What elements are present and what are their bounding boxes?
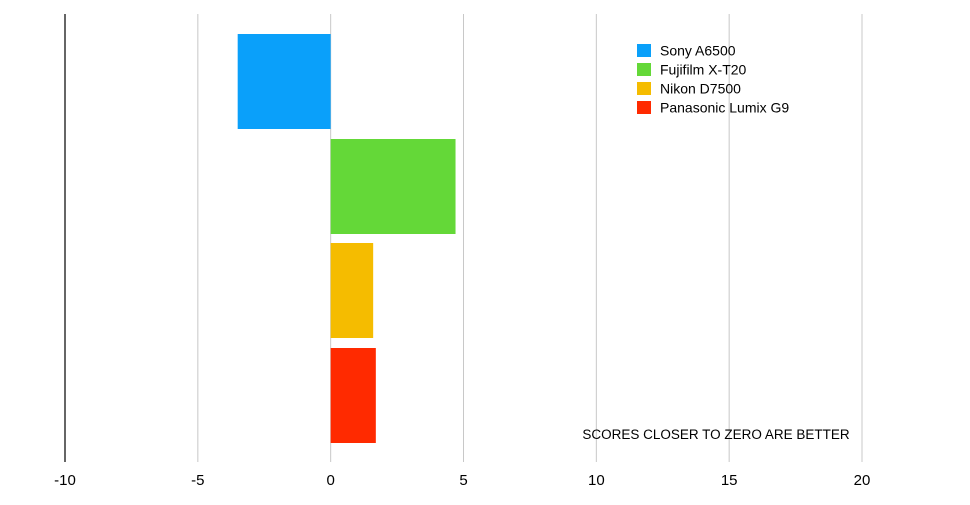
legend-swatch	[637, 101, 651, 114]
legend-label: Fujifilm X-T20	[660, 62, 747, 78]
x-tick-label: -5	[191, 472, 204, 489]
legend-swatch	[637, 44, 651, 57]
x-tick-label: 20	[854, 472, 871, 489]
bar-sony-a6500	[237, 34, 331, 129]
x-tick-label: 5	[459, 472, 467, 489]
x-tick-label: -10	[54, 472, 76, 489]
grid-lines	[64, 14, 863, 462]
bars	[237, 34, 456, 443]
legend: Sony A6500 Fujifilm X-T20 Nikon D7500 Panas…	[637, 43, 789, 116]
legend-label: Sony A6500	[660, 43, 736, 59]
x-tick-label: 10	[588, 472, 605, 489]
x-tick-label: 15	[721, 472, 738, 489]
axis: -10 -5 0 5 10 15 20	[54, 472, 870, 489]
chart-annotation: SCORES CLOSER TO ZERO ARE BETTER	[582, 427, 850, 442]
bar-fujifilm-x-t20	[330, 139, 456, 234]
legend-swatch	[637, 82, 651, 95]
legend-label: Panasonic Lumix G9	[660, 100, 789, 116]
bar-panasonic-lumix-g9	[330, 348, 376, 443]
legend-label: Nikon D7500	[660, 81, 741, 97]
legend-swatch	[637, 63, 651, 76]
bar-nikon-d7500	[330, 243, 374, 338]
x-tick-label: 0	[326, 472, 334, 489]
